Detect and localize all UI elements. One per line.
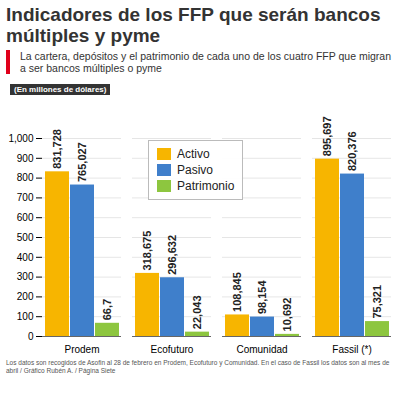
html-text:La cartera, depósitos y el pat: La cartera, depósitos y el patrimonio de… xyxy=(20,50,391,74)
svg-text:Fassil (*): Fassil (*) xyxy=(332,344,371,355)
svg-text:1,000: 1,000 xyxy=(8,133,33,144)
svg-text:75,321: 75,321 xyxy=(371,285,383,319)
svg-text:100: 100 xyxy=(17,311,34,322)
svg-text:Comunidad: Comunidad xyxy=(236,344,287,355)
svg-text:900: 900 xyxy=(17,153,34,164)
svg-text:895,697: 895,697 xyxy=(321,116,333,156)
html-text:Los datos son recogidos de Aso: Los datos son recogidos de Asofin al 28 … xyxy=(6,359,390,374)
svg-text:66,7: 66,7 xyxy=(101,299,113,320)
svg-text:318,675: 318,675 xyxy=(141,231,153,271)
svg-text:800: 800 xyxy=(17,172,34,183)
svg-text:831,728: 831,728 xyxy=(51,129,63,169)
svg-text:108,845: 108,845 xyxy=(231,272,243,312)
html-text:Patrimonio: Patrimonio xyxy=(177,179,235,193)
svg-text:Ecofuturo: Ecofuturo xyxy=(151,344,194,355)
svg-text:600: 600 xyxy=(17,212,34,223)
svg-text:200: 200 xyxy=(17,291,34,302)
svg-text:10,692: 10,692 xyxy=(281,298,293,332)
svg-text:Prodem: Prodem xyxy=(64,344,99,355)
svg-text:765,027: 765,027 xyxy=(76,142,88,182)
html-text:Indicadores de los FFP que ser: Indicadores de los FFP que serán bancos … xyxy=(6,4,381,46)
html-text:Pasivo: Pasivo xyxy=(177,163,213,177)
svg-text:820,376: 820,376 xyxy=(346,131,358,171)
svg-text:400: 400 xyxy=(17,252,34,263)
svg-text:98,154: 98,154 xyxy=(256,280,268,315)
svg-text:0: 0 xyxy=(28,331,34,342)
html-text:Activo: Activo xyxy=(177,147,210,161)
svg-text:500: 500 xyxy=(17,232,34,243)
svg-text:296,632: 296,632 xyxy=(166,235,178,275)
html-text:(En millones de dólares): (En millones de dólares) xyxy=(14,85,107,94)
svg-text:300: 300 xyxy=(17,271,34,282)
svg-text:22,043: 22,043 xyxy=(191,295,203,329)
svg-text:700: 700 xyxy=(17,192,34,203)
